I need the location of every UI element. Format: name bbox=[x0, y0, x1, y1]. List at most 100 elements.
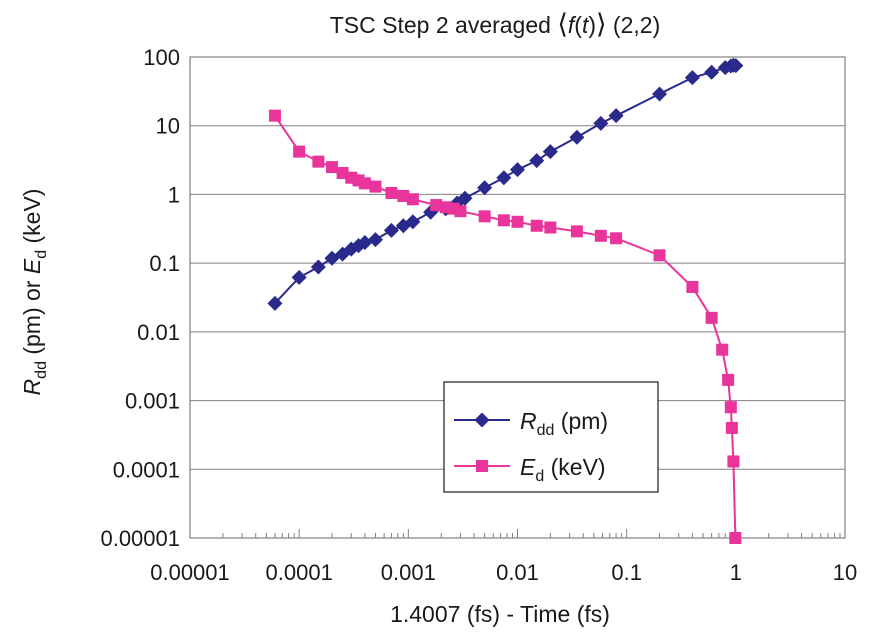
series-0-point-15 bbox=[457, 190, 473, 206]
title-lparen: ( bbox=[574, 12, 582, 38]
x-tick-label-2: 0.001 bbox=[381, 560, 436, 585]
y-axis-ticks: 100 10 1 0.1 0.01 0.001 0.0001 0.00001 bbox=[100, 45, 180, 551]
series-1-point-24 bbox=[653, 249, 666, 262]
x-axis-label: 1.4007 (fs) - Time (fs) bbox=[390, 601, 610, 627]
series-1-point-1 bbox=[293, 145, 306, 158]
x-tick-label-0: 0.00001 bbox=[150, 560, 230, 585]
x-tick-label-6: 10 bbox=[833, 560, 857, 585]
legend-marker-ed bbox=[476, 460, 488, 472]
series-1-point-12 bbox=[430, 199, 443, 212]
legend-box bbox=[443, 381, 659, 493]
y-label-e-subscript: d bbox=[33, 250, 50, 259]
y-tick-label-5: 0.001 bbox=[125, 389, 180, 414]
series-0-point-16 bbox=[477, 180, 493, 196]
title-function: f bbox=[568, 12, 577, 38]
y-tick-label-0: 100 bbox=[143, 45, 180, 70]
series-0 bbox=[267, 57, 744, 311]
series-1-point-18 bbox=[511, 215, 524, 228]
series-1-point-25 bbox=[686, 280, 699, 293]
series-1-point-30 bbox=[725, 421, 738, 434]
legend-label-rdd: Rdd (pm) bbox=[520, 408, 608, 439]
y-tick-label-7: 0.00001 bbox=[100, 526, 180, 551]
title-close-bracket: ⟩ bbox=[596, 9, 607, 39]
series-1-point-32 bbox=[729, 532, 742, 544]
series-1-point-10 bbox=[397, 189, 410, 202]
series-1-point-28 bbox=[722, 373, 735, 386]
title-prefix: TSC Step 2 averaged bbox=[330, 12, 558, 38]
series-0-point-20 bbox=[542, 144, 558, 160]
series-0-point-30 bbox=[728, 58, 744, 74]
x-tick-label-1: 0.0001 bbox=[266, 560, 333, 585]
series-0-point-0 bbox=[267, 295, 283, 311]
legend-rdd-symbol: R bbox=[520, 408, 537, 434]
series-1-point-0 bbox=[268, 109, 281, 122]
y-tick-label-6: 0.0001 bbox=[113, 457, 180, 482]
title-suffix: (2,2) bbox=[607, 12, 661, 38]
series-0-point-7 bbox=[357, 234, 373, 250]
x-tick-label-4: 0.1 bbox=[611, 560, 642, 585]
series-0-line bbox=[274, 64, 736, 304]
series-1-point-27 bbox=[716, 343, 729, 356]
series-0-point-25 bbox=[684, 70, 700, 86]
series-0-point-17 bbox=[496, 170, 512, 186]
series-1-point-7 bbox=[358, 177, 371, 190]
series-1-point-16 bbox=[478, 210, 491, 223]
series-0-point-23 bbox=[608, 108, 624, 124]
legend-ed-unit: (keV) bbox=[544, 454, 605, 480]
title-open-bracket: ⟨ bbox=[557, 9, 568, 39]
x-minor-ticks bbox=[222, 533, 841, 538]
series-1-point-3 bbox=[326, 161, 339, 174]
series-0-point-19 bbox=[529, 153, 545, 169]
series-0-point-26 bbox=[704, 64, 720, 80]
series-0-point-8 bbox=[367, 232, 383, 248]
series-0-point-9 bbox=[383, 222, 399, 238]
title-rparen: ) bbox=[588, 12, 596, 38]
y-label-r-subscript: dd bbox=[33, 361, 50, 379]
legend-marker-rdd bbox=[474, 412, 490, 428]
series-layer bbox=[267, 57, 744, 544]
series-1-point-2 bbox=[312, 155, 325, 168]
x-tick-label-5: 1 bbox=[730, 560, 742, 585]
series-0-point-2 bbox=[310, 259, 326, 275]
legend: Rdd (pm) Ed (keV) bbox=[443, 381, 659, 493]
series-0-point-22 bbox=[593, 115, 609, 131]
series-0-point-1 bbox=[291, 269, 307, 285]
series-0-point-24 bbox=[652, 86, 668, 102]
series-1-point-19 bbox=[530, 219, 543, 232]
y-label-e-unit: (keV) bbox=[19, 189, 45, 250]
legend-ed-symbol: E bbox=[520, 454, 536, 480]
y-tick-label-4: 0.01 bbox=[137, 320, 180, 345]
series-1-point-11 bbox=[406, 193, 419, 206]
series-1-point-20 bbox=[544, 221, 557, 234]
legend-ed-subscript: d bbox=[535, 468, 544, 485]
series-1-point-17 bbox=[497, 214, 510, 227]
series-1-point-26 bbox=[705, 311, 718, 324]
series-0-point-21 bbox=[569, 129, 585, 145]
y-axis-label: Rdd (pm) or Ed (keV) bbox=[19, 189, 50, 396]
series-1-point-8 bbox=[369, 180, 382, 193]
y-label-r-unit: (pm) or bbox=[19, 274, 45, 361]
series-1-point-23 bbox=[610, 232, 623, 245]
series-1-point-29 bbox=[724, 401, 737, 414]
series-0-point-18 bbox=[510, 162, 525, 178]
y-label-e-symbol: E bbox=[19, 258, 45, 274]
y-tick-label-3: 0.1 bbox=[149, 251, 180, 276]
series-1-point-15 bbox=[454, 205, 467, 218]
title-variable: t bbox=[582, 12, 590, 38]
series-1-point-31 bbox=[727, 455, 740, 468]
series-1-point-22 bbox=[594, 229, 607, 242]
legend-label-ed: Ed (keV) bbox=[520, 454, 606, 485]
series-1 bbox=[268, 109, 742, 544]
x-tick-label-3: 0.01 bbox=[496, 560, 539, 585]
y-tick-label-2: 1 bbox=[168, 182, 180, 207]
series-1-point-9 bbox=[385, 186, 398, 199]
y-tick-label-1: 10 bbox=[156, 114, 180, 139]
y-label-r-symbol: R bbox=[19, 379, 45, 396]
legend-rdd-subscript: dd bbox=[537, 422, 555, 439]
series-0-point-11 bbox=[405, 214, 421, 230]
chart-title: TSC Step 2 averaged ⟨f(t)⟩ (2,2) bbox=[330, 9, 660, 39]
legend-rdd-unit: (pm) bbox=[554, 408, 608, 434]
series-1-point-21 bbox=[570, 225, 583, 238]
x-axis-ticks: 0.00001 0.0001 0.001 0.01 0.1 1 10 bbox=[150, 529, 857, 585]
